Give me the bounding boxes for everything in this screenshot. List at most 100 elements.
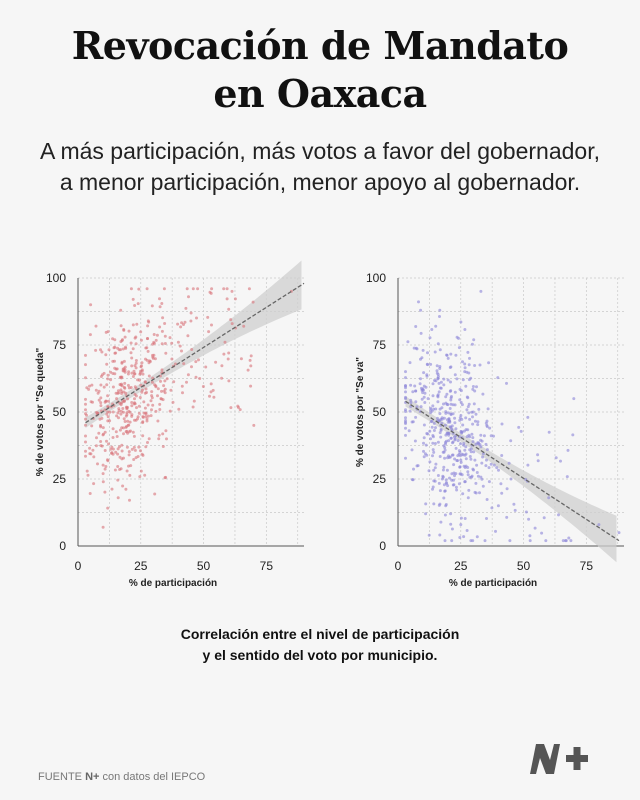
data-point (143, 473, 147, 477)
data-point (448, 455, 452, 459)
data-point (89, 303, 93, 307)
data-point (164, 429, 168, 433)
data-point (141, 388, 144, 392)
data-point (252, 423, 256, 427)
data-point (246, 368, 250, 372)
data-point (477, 407, 481, 411)
source-brand: N+ (85, 771, 100, 783)
data-point (214, 360, 218, 364)
data-point (439, 386, 443, 390)
data-point (137, 287, 141, 291)
data-point (239, 357, 243, 361)
data-point (110, 487, 114, 491)
data-point (125, 407, 129, 411)
data-point (406, 340, 410, 344)
data-point (436, 440, 440, 444)
data-point (136, 302, 140, 306)
data-point (458, 398, 462, 402)
data-point (84, 363, 87, 367)
data-point (430, 409, 434, 413)
y-axis-label: % de votos por "Se queda" (35, 348, 46, 477)
data-point (431, 404, 435, 408)
data-point (138, 378, 141, 382)
data-point (114, 391, 118, 395)
data-point (500, 491, 504, 495)
data-point (210, 323, 213, 327)
data-point (249, 364, 253, 368)
data-point (443, 513, 447, 517)
data-point (410, 420, 414, 424)
data-point (449, 512, 453, 516)
data-point (566, 448, 570, 452)
data-point (480, 461, 484, 465)
data-point (453, 421, 457, 425)
data-point (481, 392, 485, 396)
data-point (187, 295, 190, 299)
data-point (414, 400, 418, 404)
data-point (206, 315, 210, 319)
data-point (446, 403, 450, 407)
data-point (109, 447, 113, 451)
data-point (99, 404, 103, 408)
data-point (91, 448, 95, 452)
data-point (111, 385, 115, 389)
data-point (156, 387, 160, 391)
data-point (447, 431, 451, 435)
data-point (146, 414, 150, 418)
data-point (438, 365, 442, 368)
data-point (463, 517, 467, 520)
data-point (527, 517, 531, 521)
data-point (109, 378, 113, 382)
y-tick-label: 75 (53, 338, 67, 352)
data-point (422, 449, 425, 453)
x-tick-label: 50 (197, 559, 211, 573)
data-point (475, 471, 479, 474)
data-point (458, 465, 462, 469)
data-point (116, 452, 120, 456)
data-point (111, 436, 115, 439)
data-point (150, 390, 154, 394)
data-point (120, 384, 124, 388)
data-point (105, 439, 108, 443)
data-point (438, 308, 442, 312)
data-point (211, 388, 215, 392)
data-point (471, 539, 475, 543)
data-point (106, 373, 110, 377)
data-point (133, 397, 136, 401)
data-point (154, 409, 158, 413)
data-point (197, 358, 200, 362)
data-point (434, 462, 438, 466)
data-point (432, 421, 436, 425)
data-point (105, 383, 109, 387)
data-point (483, 539, 487, 543)
data-point (428, 429, 432, 433)
data-point (432, 450, 436, 454)
data-point (442, 465, 446, 469)
data-point (489, 462, 493, 466)
data-point (617, 531, 621, 535)
data-point (433, 379, 436, 382)
data-point (459, 516, 463, 520)
data-point (474, 412, 478, 416)
data-point (457, 449, 461, 453)
data-point (94, 388, 98, 392)
source-suffix: con datos del IEPCO (102, 771, 206, 783)
data-point (145, 287, 149, 291)
data-point (144, 445, 148, 449)
data-point (404, 416, 407, 420)
data-point (89, 452, 93, 456)
data-point (107, 442, 110, 446)
data-point (422, 455, 426, 459)
data-point (414, 389, 418, 393)
data-point (472, 402, 476, 406)
data-point (466, 396, 470, 400)
data-point (137, 411, 141, 415)
data-point (453, 416, 457, 420)
data-point (466, 350, 470, 354)
x-axis-label: % de participación (129, 578, 217, 589)
data-point (429, 406, 433, 410)
data-point (120, 339, 124, 343)
data-point (464, 416, 468, 420)
data-point (145, 419, 149, 423)
data-point (480, 439, 484, 443)
